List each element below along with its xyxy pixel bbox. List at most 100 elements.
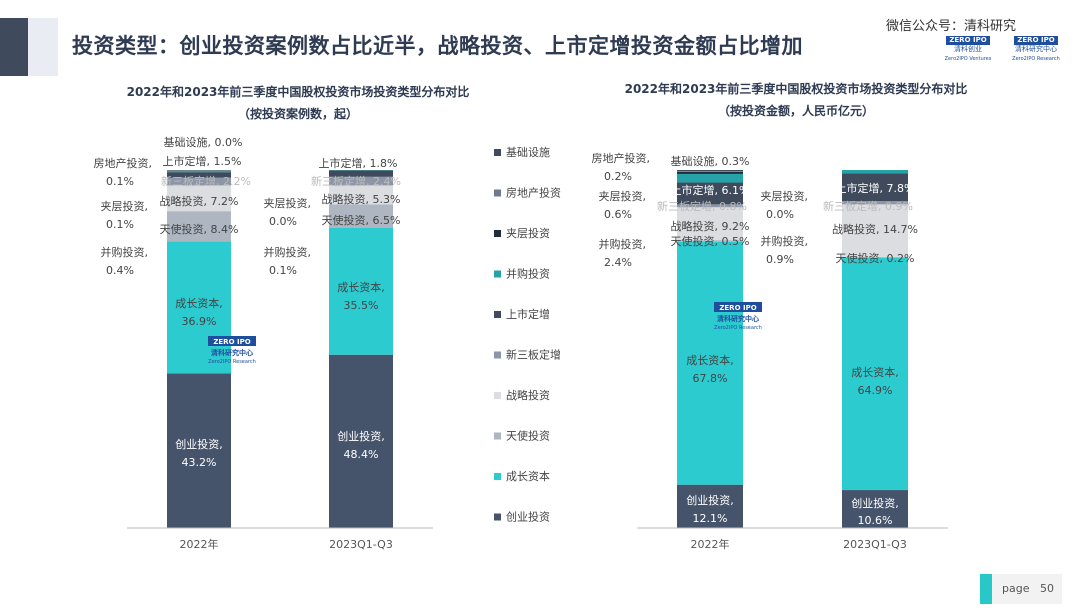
legend-swatch — [494, 351, 501, 359]
data-label: 创业投资, — [686, 493, 734, 507]
legend-swatch — [494, 270, 501, 278]
watermark-en: Zero2IPO Research — [208, 359, 256, 365]
header-accent-bar — [0, 18, 28, 76]
bar-segment — [677, 171, 743, 172]
page-title: 投资类型：创业投资案例数占比近半，战略投资、上市定增投资金额占比增加 — [72, 34, 803, 58]
data-label: 并购投资, — [761, 234, 809, 248]
data-label: 0.6% — [604, 208, 632, 221]
page-stripe — [980, 574, 992, 604]
data-label: 并购投资, — [264, 245, 312, 259]
chart-subtitle: （按投资案例数，起） — [238, 106, 358, 121]
x-tick-label: 2023Q1-Q3 — [329, 538, 393, 551]
watermark-sub: 清科研究中心 — [717, 314, 759, 323]
data-label: 0.0% — [269, 215, 297, 228]
header-accent-bar-light — [28, 18, 58, 76]
legend-label: 房地产投资 — [506, 186, 561, 200]
legend-label: 天使投资 — [506, 429, 550, 443]
bar-segment — [677, 182, 743, 205]
bar-segment — [167, 211, 231, 242]
bar-segment — [677, 484, 743, 528]
legend-swatch — [494, 149, 501, 156]
legend-label: 上市定增 — [506, 307, 550, 321]
legend-label: 新三板定增 — [506, 348, 561, 362]
data-label: 夹层投资, — [264, 196, 312, 210]
page-number: 50 — [1039, 582, 1054, 595]
bar-segment — [167, 172, 231, 178]
x-tick-label: 2023Q1-Q3 — [843, 538, 907, 551]
zero2ipo-research-logo: ZERO IPO 清科研究中心 Zero2IPO Research — [1012, 36, 1060, 62]
data-label: 新三板定增, 0.9% — [823, 199, 913, 213]
bar-segment — [842, 201, 908, 205]
bar-segment — [167, 185, 231, 212]
data-label: 上市定增, 1.8% — [319, 156, 398, 170]
data-label: 并购投资, — [101, 245, 149, 259]
data-label: 成长资本, — [175, 296, 223, 310]
legend-swatch — [494, 230, 501, 237]
legend-label: 夹层投资 — [506, 226, 550, 240]
bar-segment — [329, 354, 393, 528]
wechat-account: 微信公众号：清科研究 — [886, 19, 1017, 34]
watermark-box — [714, 302, 762, 312]
chart-subtitle: （按投资金额，人民币亿元） — [718, 103, 874, 118]
chart-title: 2022年和2023年前三季度中国股权投资市场投资类型分布对比 — [127, 84, 470, 99]
legend-label: 战略投资 — [506, 388, 550, 402]
data-label: 新三板定增, 2.2% — [161, 174, 251, 188]
data-label: 天使投资, 0.2% — [836, 251, 915, 265]
data-label: 成长资本, — [851, 365, 899, 379]
legend-label: 并购投资 — [506, 267, 550, 281]
bar-segment — [677, 240, 743, 242]
data-label: 12.1% — [693, 512, 728, 525]
legend-swatch — [494, 311, 501, 318]
data-label: 夹层投资, — [101, 199, 149, 213]
watermark-brand: ZERO IPO — [719, 304, 756, 312]
legend-swatch — [494, 392, 501, 399]
data-label: 天使投资, 6.5% — [322, 213, 401, 227]
data-label: 10.6% — [858, 514, 893, 527]
zero2ipo-ventures-logo: ZERO IPO 清科创业 Zero2IPO Ventures — [944, 36, 992, 62]
data-label: 0.2% — [604, 170, 632, 183]
data-label: 35.5% — [344, 299, 379, 312]
data-label: 并购投资, — [599, 237, 647, 251]
bar-segment — [677, 204, 743, 208]
bar-segment — [329, 170, 393, 177]
data-label: 成长资本, — [337, 280, 385, 294]
data-label: 48.4% — [344, 448, 379, 461]
data-label: 创业投资, — [175, 437, 223, 451]
data-label: 战略投资, 9.2% — [671, 219, 750, 233]
data-label: 战略投资, 14.7% — [832, 222, 918, 236]
data-label: 新三板定增, 0.8% — [657, 199, 747, 213]
data-label: 0.1% — [106, 175, 134, 188]
bar-segment — [167, 170, 231, 173]
bar-segment — [842, 204, 908, 257]
data-label: 43.2% — [182, 456, 217, 469]
bar-segment — [329, 227, 393, 355]
data-label: 新三板定增, 2.4% — [311, 174, 401, 188]
bar-segment — [677, 173, 743, 183]
data-label: 0.9% — [766, 253, 794, 266]
watermark-en: Zero2IPO Research — [714, 325, 762, 331]
bar-segment — [842, 257, 908, 491]
watermark-brand: ZERO IPO — [213, 338, 250, 346]
data-label: 成长资本, — [686, 353, 734, 367]
bar-segment — [167, 373, 231, 528]
bar-segment — [677, 207, 743, 241]
bar-segment — [329, 185, 393, 205]
x-tick-label: 2022年 — [180, 537, 219, 551]
legend-label: 基础设施 — [506, 146, 550, 159]
legend-label: 创业投资 — [506, 510, 550, 524]
bar-segment — [677, 241, 743, 485]
data-label: 上市定增, 6.1% — [671, 183, 750, 197]
data-label: 夹层投资, — [761, 189, 809, 203]
legend-swatch — [494, 432, 501, 440]
data-label: 创业投资, — [337, 429, 385, 443]
data-label: 0.1% — [106, 218, 134, 231]
legend-swatch — [494, 189, 501, 197]
data-label: 战略投资, 5.3% — [322, 192, 401, 206]
data-label: 天使投资, 8.4% — [160, 222, 239, 236]
bar-segment — [677, 171, 743, 174]
data-label: 64.9% — [858, 384, 893, 397]
bar-segment — [842, 170, 908, 174]
data-label: 0.0% — [766, 208, 794, 221]
legend-swatch — [494, 473, 501, 480]
